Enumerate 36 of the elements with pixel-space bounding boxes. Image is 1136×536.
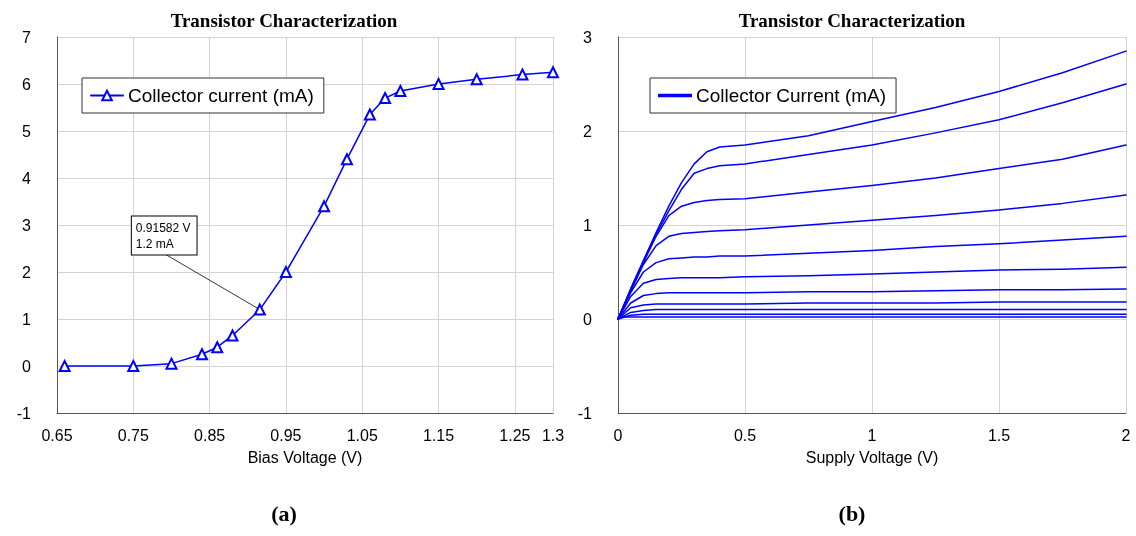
y-tick-label: 0: [22, 357, 32, 375]
chart-title: Transistor Characterization: [738, 10, 966, 31]
x-tick-label: 1: [867, 426, 877, 444]
y-tick-label: 6: [22, 75, 32, 93]
y-tick-label: 4: [22, 169, 32, 187]
y-tick-label: 7: [22, 28, 32, 46]
y-tick-label: 1: [583, 216, 593, 234]
annotation: 0.91582 V 1.2 mA: [135, 220, 191, 251]
y-tick-label: 1: [22, 310, 32, 328]
y-tick-label: 3: [22, 216, 32, 234]
y-tick-label: 3: [583, 28, 593, 46]
x-tick-label: 0.65: [41, 426, 73, 444]
x-tick-label: 0.5: [733, 426, 757, 444]
x-tick-label: 1.5: [987, 426, 1011, 444]
legend-label: Collector Current (mA): [696, 85, 887, 106]
x-tick-label: 1.15: [422, 426, 455, 444]
x-tick-label: 2: [1121, 426, 1131, 444]
chart-title: Transistor Characterization: [170, 10, 398, 31]
x-tick-label: 1.3: [541, 426, 565, 444]
x-tick-label: 0: [613, 426, 623, 444]
x-tick-label: 0.85: [194, 426, 226, 444]
x-axis-title: Bias Voltage (V): [247, 448, 363, 466]
y-tick-label: 2: [583, 122, 593, 140]
text: (a): [271, 500, 297, 526]
x-tick-label: 1.05: [346, 426, 378, 444]
y-tick-label: -1: [577, 404, 593, 422]
x-tick-label: 1.25: [499, 426, 531, 444]
text: (b): [838, 500, 866, 526]
y-tick-label: 2: [22, 263, 32, 281]
y-tick-label: -1: [16, 404, 32, 422]
x-axis-title: Supply Voltage (V): [805, 448, 939, 466]
y-tick-label: 0: [583, 310, 593, 328]
y-tick-label: 5: [22, 122, 32, 140]
legend-label: Collector current (mA): [128, 85, 314, 106]
x-tick-label: 0.75: [117, 426, 149, 444]
x-tick-label: 0.95: [270, 426, 302, 444]
